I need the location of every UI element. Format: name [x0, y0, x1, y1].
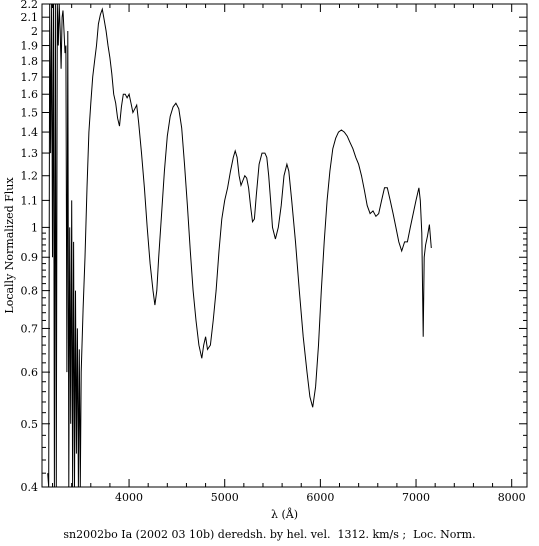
y-tick-label: 0.8	[21, 285, 39, 298]
x-tick-label: 7000	[402, 491, 430, 504]
x-tick-label: 5000	[211, 491, 239, 504]
y-axis-tick-labels: 0.4 0.5 0.6 0.7 0.8 0.9 1 1.1 1.2 1.3 1.4 1.5 1.6 1.7…	[21, 0, 39, 494]
y-tick-label: 0.9	[21, 251, 39, 264]
y-tick-label: 1.3	[21, 147, 39, 160]
x-axis-title: λ (Å)	[271, 507, 298, 521]
spectrum-line	[47, 4, 432, 487]
y-tick-label: 2.2	[21, 0, 39, 11]
plot-frame	[41, 3, 528, 488]
y-tick-label: 0.6	[21, 366, 39, 379]
chart-caption: sn2002bo Ia (2002 03 10b) deredsh. by he…	[63, 528, 476, 541]
y-tick-label: 0.4	[21, 481, 39, 494]
x-axis-tick-labels: 4000 5000 6000 7000 8000	[115, 491, 526, 504]
y-axis-title: Locally Normalized Flux	[3, 177, 16, 314]
y-tick-label: 0.7	[21, 322, 39, 335]
y-tick-label: 1.8	[21, 55, 39, 68]
y-tick-label: 1.9	[21, 40, 39, 53]
x-tick-label: 4000	[115, 491, 143, 504]
y-tick-label: 2	[31, 25, 38, 38]
x-tick-label: 6000	[306, 491, 334, 504]
series-layer	[47, 4, 432, 487]
y-tick-label: 1.5	[21, 107, 39, 120]
x-tick-label: 8000	[498, 491, 526, 504]
y-tick-label: 2.1	[21, 11, 39, 24]
y-tick-label: 1.2	[21, 170, 39, 183]
y-tick-label: 1.6	[21, 88, 39, 101]
y-axis-ticks	[42, 3, 527, 488]
y-tick-label: 1.7	[21, 71, 39, 84]
x-axis-ticks	[52, 4, 513, 487]
y-tick-label: 1	[31, 221, 38, 234]
y-tick-label: 1.1	[21, 194, 39, 207]
y-tick-label: 1.4	[21, 126, 39, 139]
y-tick-label: 0.5	[21, 418, 39, 431]
